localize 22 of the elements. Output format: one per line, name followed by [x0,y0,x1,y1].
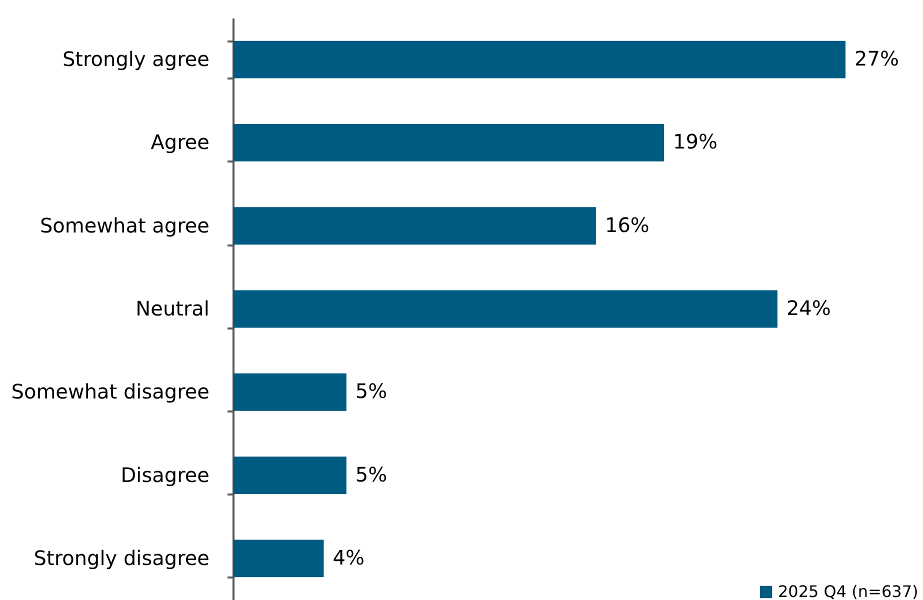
bar [233,540,324,578]
data-label: 19% [673,130,718,154]
y-tick-label: Strongly agree [62,47,210,72]
data-label: 5% [355,379,388,404]
data-label: 4% [332,545,364,570]
y-tick-label: Somewhat agree [40,213,210,238]
y-tick-label: Neutral [136,296,210,320]
bar [233,207,596,245]
bar [233,290,778,328]
y-tick-label: Disagree [120,462,210,487]
data-label: 5% [355,462,388,486]
data-label: 16% [604,212,650,237]
bar [233,40,846,78]
legend-label: 2025 Q4 (n=637) [778,582,918,600]
bar [233,373,346,411]
y-tick-label: Somewhat disagree [11,380,210,404]
bar [233,124,664,162]
data-label: 24% [786,296,831,320]
y-tick-label: Strongly disagree [34,546,210,570]
data-label: 27% [854,46,899,71]
y-tick-label: Agree [150,130,210,154]
bar [233,456,346,494]
